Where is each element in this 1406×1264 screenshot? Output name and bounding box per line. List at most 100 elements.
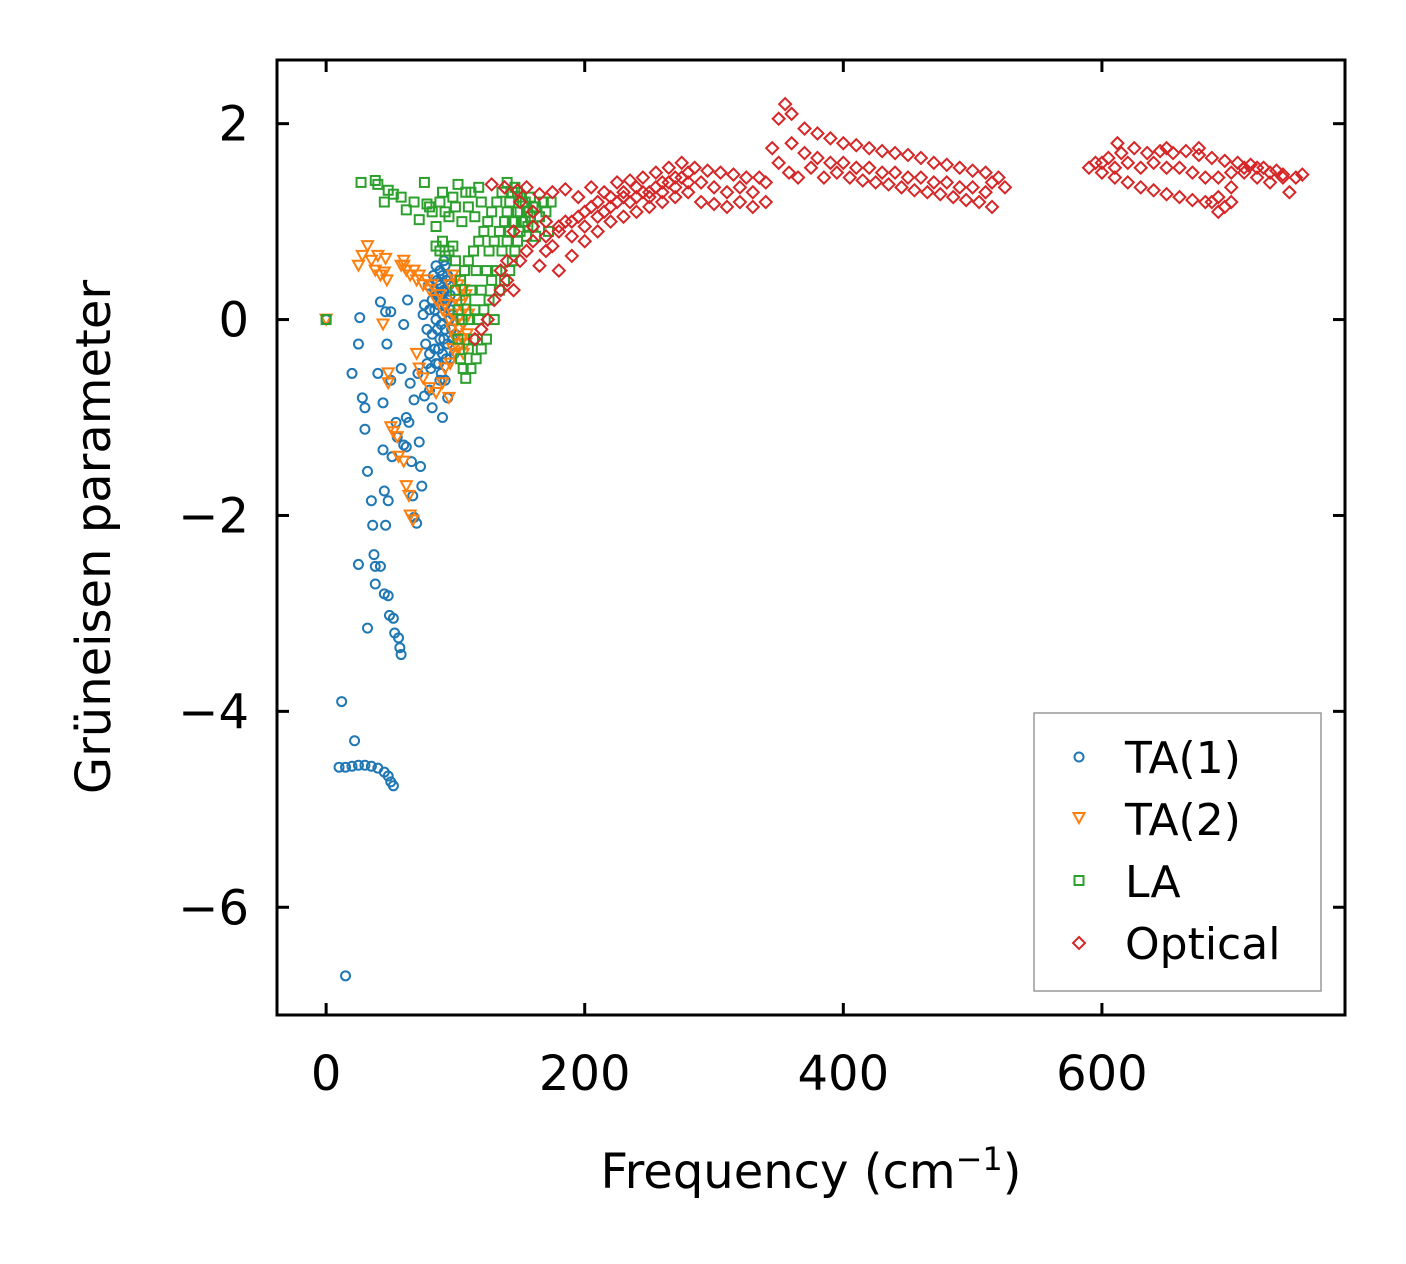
point-optical (1088, 155, 1103, 171)
point-optical (497, 179, 512, 195)
point-optical (1191, 147, 1207, 163)
point-optical (564, 248, 580, 264)
point-optical (848, 137, 864, 153)
point-la (462, 314, 474, 326)
point-optical (570, 189, 586, 205)
point-ta2 (379, 274, 395, 288)
x-tick-label: 200 (539, 1046, 631, 1102)
point-ta1 (369, 578, 381, 590)
point-optical (480, 312, 496, 327)
point-optical (1146, 182, 1162, 198)
point-optical (706, 179, 722, 195)
x-axis-title-superscript: −1 (956, 1140, 1003, 1178)
point-optical (557, 214, 573, 230)
legend-entry-ta2: TA(2) (1071, 795, 1241, 846)
point-optical (1110, 135, 1125, 151)
point-optical (1133, 179, 1149, 195)
point-optical (1223, 194, 1239, 210)
point-optical (1288, 170, 1304, 185)
point-ta1 (340, 970, 352, 982)
point-optical (544, 184, 560, 200)
point-optical (629, 179, 644, 195)
point-optical (932, 186, 948, 202)
point-optical (1172, 160, 1187, 176)
point-optical (1094, 155, 1110, 171)
point-optical (641, 189, 657, 205)
point-ta1 (356, 392, 368, 404)
point-optical (1185, 165, 1200, 181)
point-optical (894, 179, 909, 195)
point-ta2 (424, 279, 440, 293)
point-optical (829, 165, 845, 181)
point-optical (557, 181, 573, 197)
point-optical (1210, 189, 1226, 205)
point-optical (1249, 170, 1265, 185)
point-optical (616, 184, 631, 200)
point-optical (978, 184, 993, 200)
point-ta2 (444, 323, 459, 337)
point-optical (467, 331, 483, 347)
legend-label-ta2: TA(2) (1124, 795, 1241, 846)
point-optical (538, 214, 554, 230)
data-points-layer (318, 96, 1310, 982)
point-la (443, 211, 455, 223)
point-la (449, 255, 461, 267)
point-la (473, 181, 485, 193)
point-optical (1217, 153, 1233, 169)
point-optical (506, 282, 522, 298)
point-optical (544, 238, 560, 254)
point-optical (635, 184, 651, 200)
point-optical (512, 253, 528, 269)
point-optical (1120, 155, 1136, 171)
point-optical (926, 155, 942, 171)
point-ta1 (359, 402, 371, 414)
point-la (437, 235, 449, 247)
point-ta2 (441, 391, 457, 405)
point-optical (680, 175, 696, 190)
point-ta1 (340, 761, 352, 773)
point-optical (706, 196, 722, 212)
point-optical (519, 179, 534, 195)
point-optical (616, 209, 631, 225)
point-optical (473, 321, 489, 337)
point-ta1 (416, 480, 428, 492)
point-optical (525, 233, 541, 249)
point-optical (797, 121, 812, 136)
point-la (469, 211, 481, 223)
point-ta1 (398, 318, 410, 330)
point-ta1 (403, 416, 415, 428)
point-optical (781, 165, 797, 181)
point-optical (484, 176, 500, 192)
point-ta1 (377, 444, 389, 456)
point-ta2 (405, 514, 420, 528)
y-tick-label: 0 (218, 293, 249, 349)
point-ta1 (365, 495, 377, 507)
point-ta1 (415, 460, 427, 472)
point-la (408, 196, 420, 208)
point-optical (1107, 160, 1123, 176)
point-optical (1120, 175, 1136, 190)
point-la (447, 240, 459, 252)
point-ta2 (435, 377, 450, 391)
point-ta2 (377, 266, 392, 280)
point-optical (958, 192, 974, 208)
point-optical (952, 160, 968, 176)
point-optical (777, 96, 793, 112)
point-optical (538, 228, 554, 244)
point-ta2 (437, 362, 453, 376)
point-optical (1159, 140, 1174, 156)
point-optical (1294, 167, 1310, 183)
point-optical (790, 170, 806, 185)
point-optical (913, 170, 929, 185)
point-ta2 (378, 252, 393, 266)
point-ta1 (420, 338, 432, 350)
point-optical (1191, 140, 1207, 156)
point-optical (648, 165, 664, 181)
point-ta1 (352, 759, 364, 771)
point-optical (1197, 194, 1213, 210)
point-ta1 (349, 735, 361, 747)
point-la (418, 176, 430, 188)
point-optical (926, 175, 942, 190)
legend-marker-la (1073, 875, 1085, 886)
point-ta1 (408, 394, 420, 406)
